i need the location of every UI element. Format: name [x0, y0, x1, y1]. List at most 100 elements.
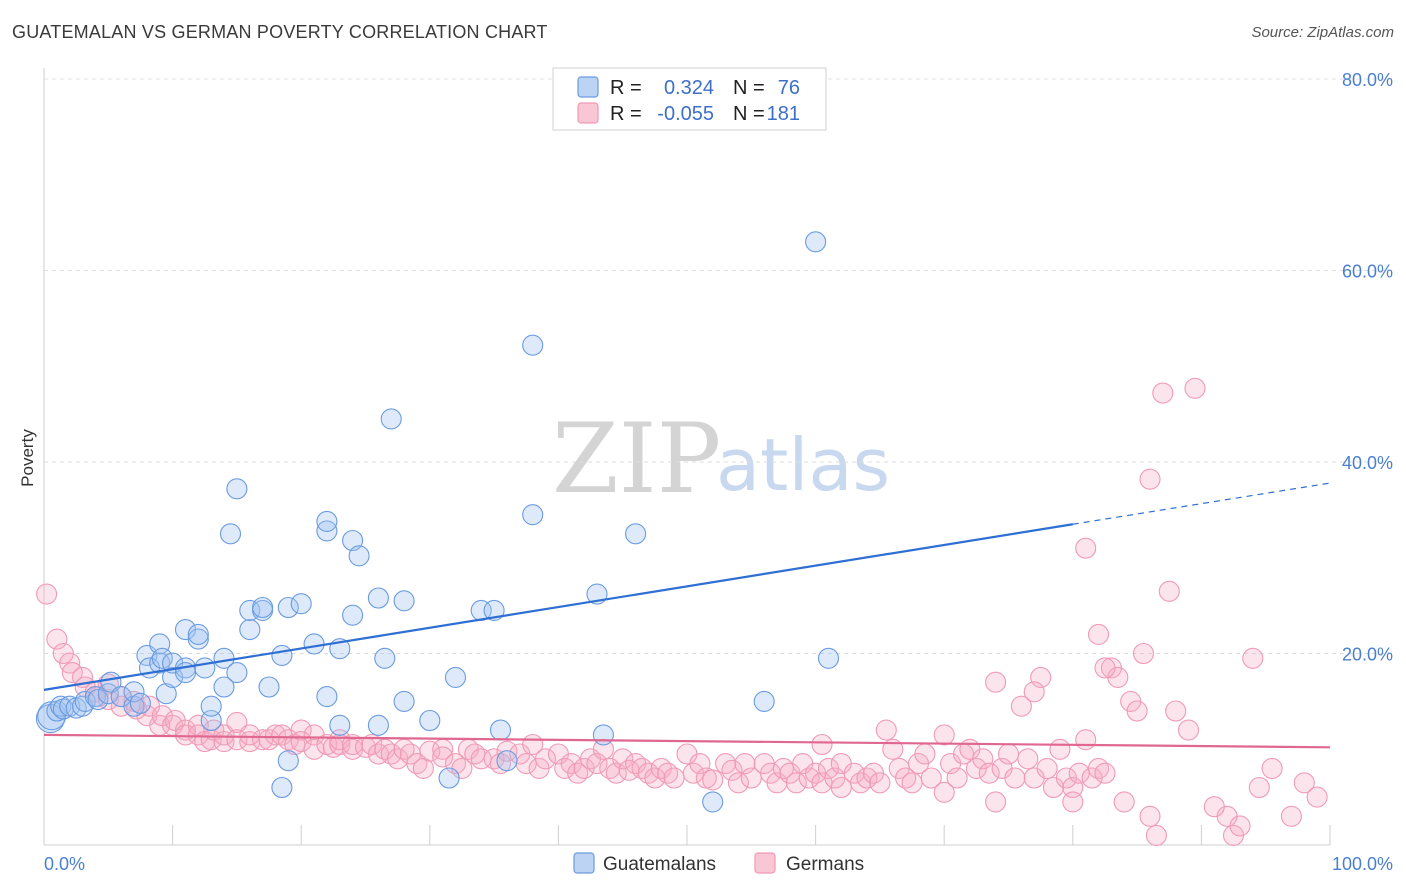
german-point — [1261, 757, 1283, 779]
german-point — [933, 724, 955, 746]
german-point — [997, 743, 1020, 765]
german-point — [1158, 580, 1180, 602]
data-points — [35, 231, 1328, 846]
chart-title: GUATEMALAN VS GERMAN POVERTY CORRELATION… — [12, 22, 548, 42]
german-point — [727, 772, 749, 794]
guatemalan-point — [592, 724, 614, 746]
german-point — [702, 769, 724, 791]
guatemalan-point — [187, 623, 209, 645]
german-point — [869, 772, 891, 794]
series-legend-swatch-guatemalans — [573, 852, 595, 874]
guatemalan-trend-extension — [1072, 482, 1331, 525]
y-tick-label: 20.0% — [1342, 645, 1393, 665]
guatemalan-point — [123, 681, 145, 703]
german-point — [1139, 468, 1161, 490]
guatemalan-point — [625, 523, 647, 545]
german-point — [1075, 729, 1097, 751]
guatemalan-point — [342, 604, 364, 626]
guatemalan-point — [522, 334, 544, 356]
guatemalan-point — [805, 231, 827, 253]
german-point — [1094, 657, 1116, 679]
guatemalan-point — [155, 683, 177, 705]
watermark-atlas: atlas — [716, 423, 890, 507]
legend-r-value-2: -0.055 — [657, 103, 714, 125]
german-point — [432, 746, 454, 768]
german-point — [290, 719, 312, 741]
guatemalan-point — [277, 750, 299, 772]
guatemalan-trend-line — [43, 523, 1073, 691]
german-point — [1145, 824, 1167, 846]
german-point — [1113, 791, 1135, 813]
german-point — [1165, 700, 1187, 722]
guatemalan-point — [817, 647, 840, 669]
guatemalan-point — [496, 750, 518, 772]
german-point — [721, 759, 743, 781]
series-legend-label-germans: Germans — [786, 854, 864, 875]
german-point — [1075, 537, 1097, 559]
german-point — [1248, 776, 1270, 799]
grid-lines — [44, 78, 1393, 654]
guatemalan-point — [316, 510, 338, 532]
german-point — [914, 743, 936, 765]
trend-lines — [43, 482, 1331, 749]
german-point — [1152, 382, 1174, 404]
german-point — [1126, 700, 1148, 722]
y-axis-label: Poverty — [18, 429, 37, 487]
german-point — [36, 583, 58, 605]
legend-swatch-germans — [577, 102, 599, 124]
x-tick-label-max: 100.0% — [1332, 854, 1393, 874]
german-point — [126, 698, 148, 720]
german-point — [1004, 767, 1026, 789]
german-point — [785, 772, 807, 794]
guatemalan-point — [129, 692, 151, 714]
german-point — [985, 791, 1007, 813]
german-point — [586, 753, 608, 775]
guatemalan-point — [84, 686, 106, 708]
guatemalan-point — [151, 647, 173, 669]
guatemalan-point — [438, 767, 460, 789]
guatemalan-point — [187, 628, 209, 650]
german-trend-line — [43, 733, 1331, 749]
guatemalan-point — [50, 695, 72, 717]
german-point — [1017, 748, 1039, 770]
guatemalan-point — [367, 587, 389, 609]
guatemalan-point — [239, 619, 261, 641]
guatemalan-point — [303, 633, 325, 655]
german-point — [933, 781, 955, 803]
guatemalan-point — [329, 714, 351, 736]
guatemalan-point — [374, 647, 396, 669]
german-point — [213, 724, 235, 746]
guatemalan-point — [200, 709, 222, 732]
guatemalan-point — [194, 657, 216, 679]
legend-r-label-1: R = — [610, 77, 642, 99]
guatemalan-point — [271, 776, 293, 799]
german-point — [174, 719, 197, 741]
guatemalan-point — [277, 596, 299, 619]
guatemalan-point — [489, 719, 512, 741]
german-point — [1203, 796, 1225, 818]
german-point — [1010, 695, 1032, 717]
guatemalan-point — [483, 599, 505, 621]
guatemalan-point — [87, 688, 109, 711]
guatemalan-point — [702, 791, 724, 813]
y-tick-label: 60.0% — [1342, 262, 1393, 282]
german-point — [1049, 738, 1071, 760]
series-legend-swatch-germans — [754, 852, 776, 874]
german-point — [1094, 762, 1116, 784]
german-point — [1132, 642, 1155, 665]
german-point — [1229, 815, 1251, 837]
guatemalan-point — [316, 686, 338, 708]
german-point — [978, 762, 1000, 784]
guatemalan-point — [290, 593, 312, 615]
german-point — [1036, 757, 1058, 779]
guatemalan-point — [393, 690, 415, 712]
guatemalan-point — [753, 690, 775, 712]
german-point — [811, 733, 833, 756]
series-legend: Guatemalans Germans — [573, 852, 864, 875]
german-point — [612, 748, 634, 770]
legend-r-label-2: R = — [610, 103, 642, 125]
guatemalan-point — [200, 695, 222, 717]
guatemalan-point — [239, 599, 261, 621]
german-point — [1062, 776, 1084, 799]
